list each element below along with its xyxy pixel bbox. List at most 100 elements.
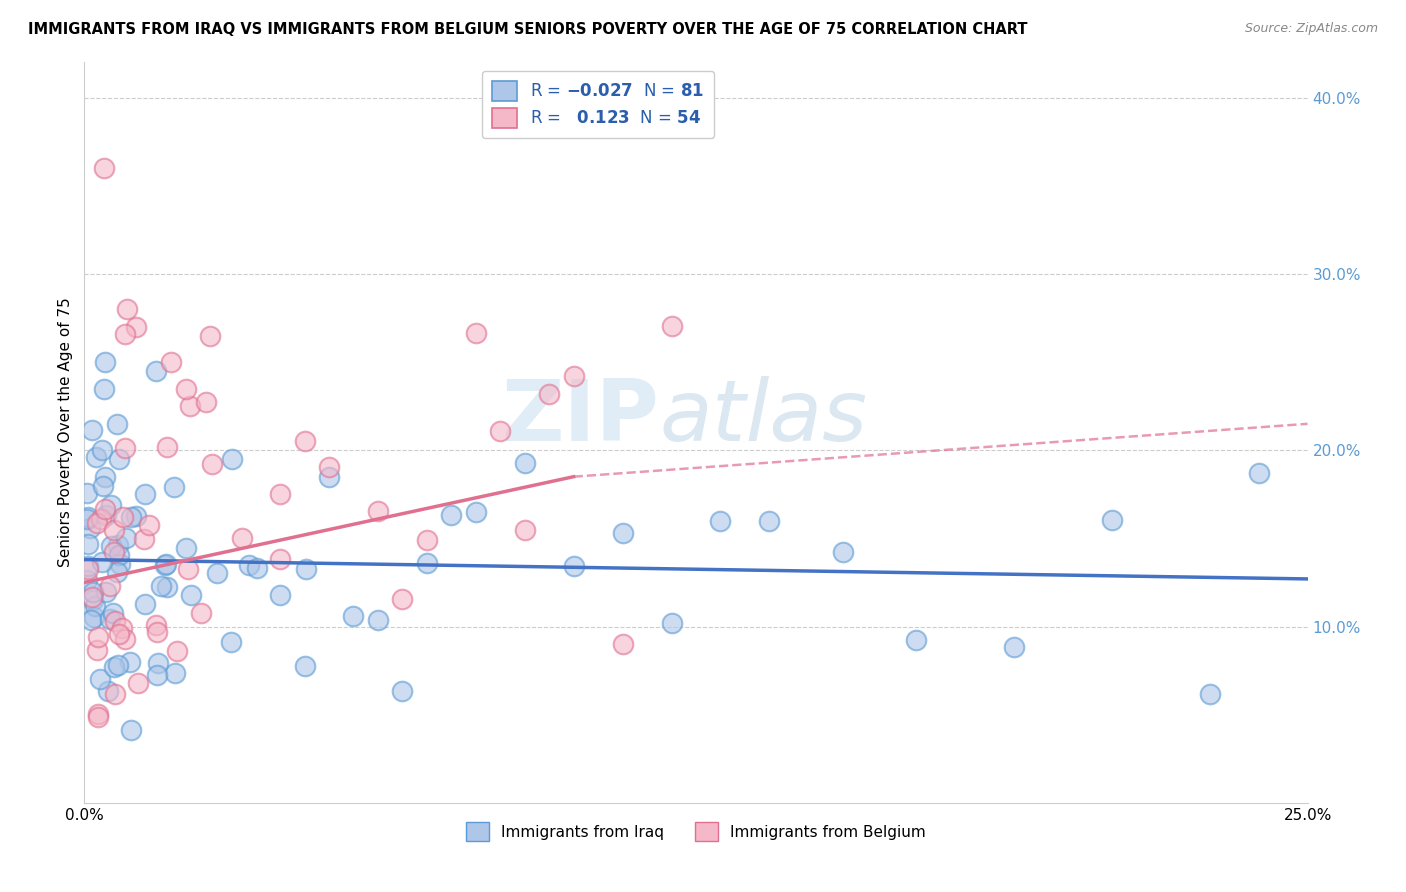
Point <box>146 656 169 670</box>
Point <box>1002 640 1025 655</box>
Point <box>612 525 634 540</box>
Point <box>86 516 108 531</box>
Point <box>190 606 212 620</box>
Point <box>294 658 316 673</box>
Point <box>416 533 439 548</box>
Legend: Immigrants from Iraq, Immigrants from Belgium: Immigrants from Iraq, Immigrants from Be… <box>460 816 932 847</box>
Point <box>294 434 316 448</box>
Point <box>91 479 114 493</box>
Point <box>87 630 110 644</box>
Point <box>115 302 138 317</box>
Point <box>269 486 291 500</box>
Point <box>114 632 136 646</box>
Point <box>82 585 104 599</box>
Point <box>156 440 179 454</box>
Point <box>238 558 260 572</box>
Point <box>94 355 117 369</box>
Point <box>103 523 125 537</box>
Point <box>77 558 100 573</box>
Point <box>221 452 243 467</box>
Point <box>114 531 136 545</box>
Y-axis label: Seniors Poverty Over the Age of 75: Seniors Poverty Over the Age of 75 <box>58 298 73 567</box>
Point <box>295 562 318 576</box>
Point <box>120 509 142 524</box>
Point <box>94 502 117 516</box>
Point <box>84 450 107 465</box>
Point <box>201 458 224 472</box>
Point <box>82 423 104 437</box>
Point <box>153 558 176 572</box>
Point <box>112 509 135 524</box>
Point <box>391 592 413 607</box>
Text: atlas: atlas <box>659 376 868 459</box>
Point <box>93 382 115 396</box>
Point <box>100 498 122 512</box>
Point <box>138 518 160 533</box>
Point <box>114 441 136 455</box>
Point <box>103 545 125 559</box>
Point <box>82 591 104 605</box>
Point <box>76 573 98 587</box>
Point <box>103 660 125 674</box>
Point <box>179 399 201 413</box>
Point <box>90 556 112 570</box>
Point <box>125 319 148 334</box>
Point <box>77 537 100 551</box>
Point <box>76 509 98 524</box>
Point <box>156 580 179 594</box>
Point <box>198 328 221 343</box>
Point <box>125 509 148 524</box>
Point <box>108 627 131 641</box>
Point <box>120 723 142 738</box>
Point <box>93 470 115 484</box>
Point <box>76 512 98 526</box>
Point <box>905 632 928 647</box>
Point <box>1198 687 1220 701</box>
Point <box>367 504 389 518</box>
Point <box>464 505 486 519</box>
Point <box>416 556 439 570</box>
Point <box>90 512 112 526</box>
Point <box>180 588 202 602</box>
Point <box>246 561 269 575</box>
Point <box>104 614 127 628</box>
Point <box>831 545 853 559</box>
Point <box>111 621 134 635</box>
Point <box>96 508 118 523</box>
Point <box>758 514 780 528</box>
Point <box>562 559 585 574</box>
Point <box>96 683 118 698</box>
Point <box>91 443 114 458</box>
Point <box>1247 467 1270 481</box>
Text: Source: ZipAtlas.com: Source: ZipAtlas.com <box>1244 22 1378 36</box>
Point <box>709 514 731 528</box>
Point <box>195 395 218 409</box>
Point <box>661 319 683 334</box>
Point <box>114 326 136 341</box>
Point <box>107 451 129 466</box>
Point <box>105 565 128 579</box>
Point <box>165 666 187 681</box>
Point <box>84 599 107 613</box>
Text: ZIP: ZIP <box>502 376 659 459</box>
Point <box>94 584 117 599</box>
Point <box>177 562 200 576</box>
Point <box>107 658 129 673</box>
Point <box>77 561 100 575</box>
Point <box>127 676 149 690</box>
Point <box>134 487 156 501</box>
Point <box>82 592 104 607</box>
Point <box>166 643 188 657</box>
Point <box>513 456 536 470</box>
Point <box>612 637 634 651</box>
Point <box>100 539 122 553</box>
Point <box>76 485 98 500</box>
Point <box>318 469 340 483</box>
Point <box>108 548 131 562</box>
Point <box>391 684 413 698</box>
Point <box>132 532 155 546</box>
Point <box>107 538 129 552</box>
Point <box>342 609 364 624</box>
Point <box>89 673 111 687</box>
Point <box>145 618 167 632</box>
